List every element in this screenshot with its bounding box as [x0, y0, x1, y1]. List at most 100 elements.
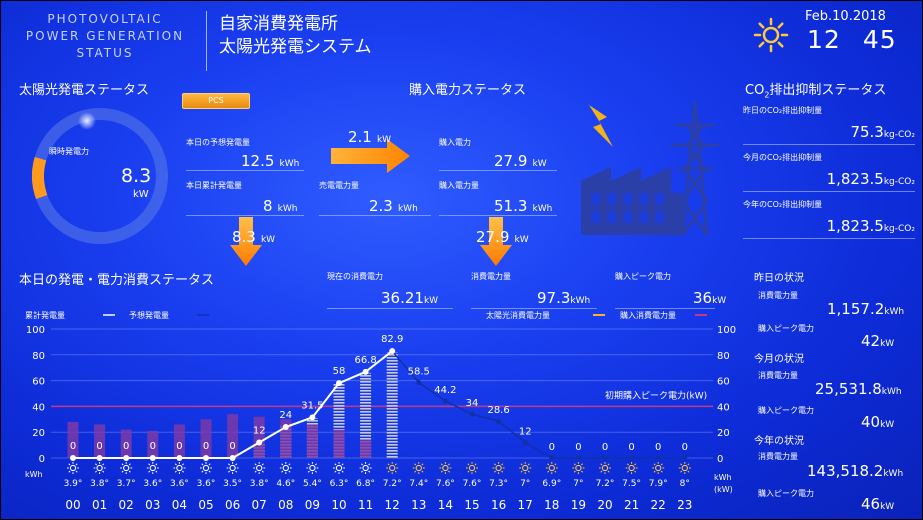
co2-yesterday-value: 75.3: [850, 123, 884, 141]
month-consumption-reading: 25,531.8kWh: [815, 379, 902, 398]
solar-consumed-bar: [333, 383, 345, 458]
kwh-unit: kWh: [884, 307, 905, 317]
sun-icon: [652, 462, 665, 474]
sun-icon: [412, 462, 425, 474]
divider: [186, 170, 304, 171]
consumption-amount-label: 消費電力量: [471, 272, 511, 281]
co2-row-month: 今月のCO₂排出抑制量 1,823.5kg-CO₂: [743, 152, 915, 192]
solar-down-unit: kW: [260, 235, 276, 245]
co2-month-label: 今月のCO₂排出抑制量: [743, 153, 823, 162]
divider: [471, 308, 597, 309]
temperature-label: 4.6°: [276, 479, 295, 489]
temperature-label: 7.2°: [596, 479, 615, 489]
divider: [743, 191, 915, 192]
minute-display: 45: [862, 25, 897, 54]
sun-icon: [572, 462, 585, 474]
sun-icon: [173, 462, 186, 474]
purchased-consumed-bar: [200, 419, 212, 458]
cumulative-point: [176, 455, 183, 461]
hour-tick-label: 02: [119, 498, 134, 512]
header-divider: [206, 11, 207, 71]
temperature-label: 3.6°: [197, 479, 216, 489]
purchase-amount-value: 51.3: [494, 197, 528, 215]
cumulative-point: [389, 348, 396, 355]
sun-icon: [146, 462, 159, 474]
sell-label: 売電電力量: [319, 181, 359, 190]
temperature-label: 3.8°: [90, 479, 109, 489]
cumulative-data-label: 24: [279, 410, 292, 421]
hour-tick-label: 00: [65, 498, 80, 512]
co2-month-reading: 1,823.5kg-CO₂: [743, 169, 915, 188]
forecast-data-label: 12: [519, 427, 532, 438]
purchase-down-unit: kW: [514, 235, 529, 245]
instant-power-value: 8.3: [121, 165, 152, 187]
y-tick-label-right: 40: [717, 402, 730, 413]
month-peak-label: 購入ピーク電力: [758, 406, 814, 415]
cumulative-label: 本日累計発電量: [186, 181, 242, 190]
forecast-line: [391, 350, 685, 459]
co2-yesterday-label: 昨日のCO₂排出抑制量: [743, 106, 823, 115]
purchase-amount-unit: kWh: [532, 204, 553, 214]
hour-tick-label: 19: [571, 498, 586, 512]
forecast-point: [575, 455, 581, 461]
co2-year-reading: 1,823.5kg-CO₂: [743, 216, 915, 235]
temperature-label: 6.9°: [542, 479, 561, 489]
instant-power-label: 瞬時発電力: [49, 147, 89, 156]
sun-icon: [279, 462, 292, 474]
cumulative-data-label: 82.9: [381, 334, 403, 345]
hour-tick-label: 04: [172, 498, 187, 512]
forecast-point: [469, 411, 475, 417]
hour-display: 12: [807, 25, 841, 54]
temperature-label: 3.7°: [117, 479, 136, 489]
station-title-line-2: 太陽光発電システム: [219, 37, 372, 57]
sun-icon: [439, 462, 452, 474]
purchase-down-value: 27.9: [476, 228, 510, 246]
sell-value: 2.3: [369, 197, 393, 215]
sun-icon: [625, 462, 638, 474]
co2-year-unit: kg-CO₂: [883, 224, 915, 234]
divider: [615, 308, 715, 309]
current-consumption-label: 現在の消費電力: [327, 272, 383, 281]
cumulative-point: [256, 439, 263, 446]
cumulative-data-label: 0: [96, 441, 102, 452]
current-consumption-value: 36.21: [381, 289, 424, 307]
temperature-label: 7.2°: [383, 479, 402, 489]
brand-line-2: POWER GENERATION: [25, 29, 185, 43]
purchased-consumed-bar: [173, 424, 185, 458]
solar-status-title: 太陽光発電ステータス: [19, 83, 150, 98]
consumption-amount-reading: 97.3kWh: [537, 288, 590, 307]
purchase-power-value: 27.9: [494, 152, 528, 170]
sun-icon: [253, 462, 266, 474]
purchased-consumed-bar: [306, 424, 318, 458]
co2-title-pre: CO: [745, 83, 765, 98]
purchased-consumed-bar: [94, 424, 106, 458]
forecast-data-label: 0: [655, 442, 661, 453]
forecast-point: [549, 455, 555, 461]
hour-tick-label: 07: [252, 498, 267, 512]
hour-tick-label: 18: [544, 498, 559, 512]
month-consumption-value: 25,531.8: [815, 380, 882, 398]
divider: [327, 308, 453, 309]
co2-year-label: 今年のCO₂排出抑制量: [743, 200, 823, 209]
forecast-data-label: 34: [466, 398, 479, 409]
cumulative-point: [309, 414, 316, 421]
month-consumption-label: 消費電力量: [758, 371, 798, 380]
peak-value: 36: [693, 289, 713, 307]
lightning-icon: [589, 105, 613, 147]
flow-right-arrow-icon: [331, 139, 410, 173]
sun-icon: [386, 462, 399, 474]
temperature-label: 3.9°: [64, 479, 83, 489]
instant-power-unit: kW: [133, 189, 149, 200]
consumption-amount-value: 97.3: [537, 289, 571, 307]
sun-icon: [492, 462, 505, 474]
peak-reading: 36kW: [693, 288, 726, 307]
sun-icon: [545, 462, 558, 474]
year-title: 今年の状況: [754, 436, 804, 447]
brand-line-3: STATUS: [76, 46, 134, 60]
co2-row-year: 今年のCO₂排出抑制量 1,823.5kg-CO₂: [743, 199, 915, 239]
sun-icon: [200, 462, 212, 474]
sun-icon: [753, 17, 789, 53]
peak-label: 購入ピーク電力: [615, 272, 671, 281]
forecast-reading: 12.5 kWh: [241, 151, 299, 170]
purchased-consumed-bar: [360, 439, 372, 458]
